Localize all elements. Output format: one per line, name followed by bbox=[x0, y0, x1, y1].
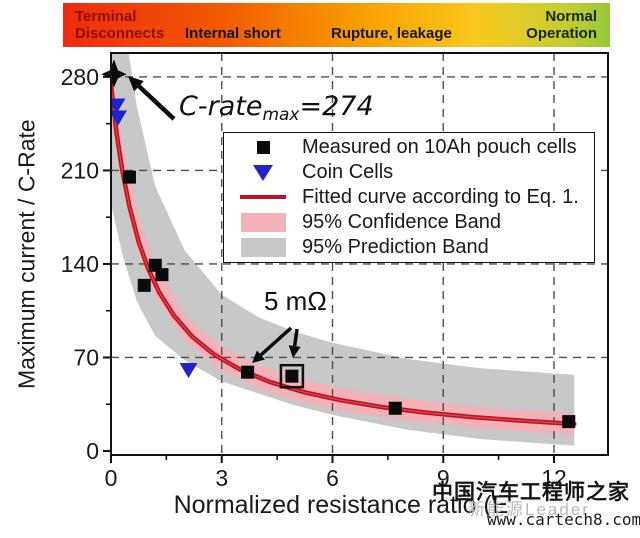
five-mohm-arrow-left-head bbox=[252, 350, 265, 363]
x-axis-title: Normalized resistance ratio (E bbox=[173, 491, 509, 519]
legend-marker-shape bbox=[253, 164, 273, 181]
x-tick-label: 3 bbox=[215, 465, 228, 491]
legend-label: 95% Confidence Band bbox=[302, 210, 502, 233]
data-point-coin-cell bbox=[179, 363, 198, 379]
legend-label: Fitted curve according to Eq. 1. bbox=[302, 185, 579, 208]
annotation-text: C-rate bbox=[179, 91, 263, 122]
data-point-pouch-cell bbox=[155, 268, 169, 282]
hazard-label-line: Operation bbox=[526, 25, 597, 42]
plot-border bbox=[110, 52, 609, 456]
y-tick-label: 70 bbox=[73, 344, 99, 370]
x-tick-label: 0 bbox=[105, 465, 118, 491]
five-mohm-arrow-right-head bbox=[288, 345, 301, 358]
legend-label: Coin Cells bbox=[302, 161, 394, 184]
hazard-label-internal-short: Internal short bbox=[185, 25, 281, 42]
data-point-coin-cell bbox=[111, 98, 126, 114]
y-tick-label: 140 bbox=[61, 251, 99, 277]
c-rate-max-star-marker bbox=[101, 59, 127, 88]
watermark-subtitle: 新能源Leader bbox=[468, 500, 590, 519]
five-milliohm-annotation: 5 mΩ bbox=[264, 286, 327, 316]
legend-line-marker bbox=[224, 195, 302, 200]
y-tick-label: 0 bbox=[86, 438, 99, 464]
legend-marker-shape bbox=[256, 141, 270, 155]
annotation-text: =274 bbox=[299, 91, 374, 122]
highlight-open-square bbox=[279, 363, 305, 389]
y-tick-label: 210 bbox=[61, 157, 99, 183]
legend-marker-shape bbox=[240, 195, 286, 200]
hazard-label-terminal-disconnects: Terminal Disconnects bbox=[75, 8, 164, 42]
hazard-label-line: Terminal bbox=[75, 8, 137, 25]
fitted-curve-core bbox=[111, 84, 575, 425]
hazard-gradient-bar: Terminal Disconnects Internal short Rupt… bbox=[63, 3, 610, 47]
legend-triangle-down-marker bbox=[224, 164, 302, 181]
legend-square-marker bbox=[224, 141, 302, 155]
data-point-pouch-cell bbox=[137, 278, 151, 292]
legend-item-2: Coin Cells bbox=[224, 161, 594, 185]
annotation-subscript: max bbox=[262, 105, 300, 125]
data-point-pouch-cell bbox=[122, 170, 136, 184]
legend-box: Measured on 10Ah pouch cells Coin Cells Fi… bbox=[223, 132, 595, 263]
y-axis-title: Maximum current / C-Rate bbox=[13, 119, 40, 389]
legend-label: 95% Prediction Band bbox=[302, 235, 489, 258]
legend-band-marker bbox=[224, 237, 302, 257]
legend-item-4: 95% Confidence Band bbox=[224, 210, 594, 234]
data-point-pouch-cell bbox=[562, 415, 576, 429]
legend-item-1: Measured on 10Ah pouch cells bbox=[224, 136, 594, 160]
legend-band-marker bbox=[224, 212, 302, 232]
legend-marker-shape bbox=[240, 212, 286, 232]
hazard-label-line: Disconnects bbox=[75, 25, 165, 42]
data-point-pouch-cell bbox=[388, 401, 402, 415]
c-rate-max-annotation: C-ratemax=274 bbox=[179, 91, 374, 125]
c-rate-arrow-head bbox=[128, 76, 144, 92]
x-tick-label: 9 bbox=[437, 465, 450, 491]
prediction-band bbox=[111, 53, 575, 446]
x-tick-label: 12 bbox=[541, 465, 567, 491]
watermark-url: www.cartech8.com bbox=[487, 510, 640, 529]
five-mohm-arrow-right-shaft bbox=[292, 328, 299, 347]
y-tick-label: 280 bbox=[61, 64, 99, 90]
hazard-label-line: Normal bbox=[545, 8, 597, 25]
legend-label: Measured on 10Ah pouch cells bbox=[302, 136, 577, 159]
data-point-coin-cell bbox=[111, 110, 128, 126]
watermark-chinese-title: 中国汽车工程师之家 bbox=[432, 479, 630, 504]
five-mohm-arrow-left-shaft bbox=[259, 326, 293, 357]
x-tick-label: 6 bbox=[326, 465, 339, 491]
data-point-pouch-cell bbox=[285, 369, 299, 383]
data-point-pouch-cell bbox=[241, 365, 255, 379]
c-rate-arrow-shaft bbox=[137, 84, 176, 121]
legend-marker-shape bbox=[240, 237, 286, 257]
hazard-label-normal-operation: Normal Operation bbox=[526, 8, 597, 42]
hazard-label-rupture-leakage: Rupture, leakage bbox=[331, 25, 452, 42]
legend-item-5: 95% Prediction Band bbox=[224, 235, 594, 259]
legend-item-3: Fitted curve according to Eq. 1. bbox=[224, 185, 594, 209]
